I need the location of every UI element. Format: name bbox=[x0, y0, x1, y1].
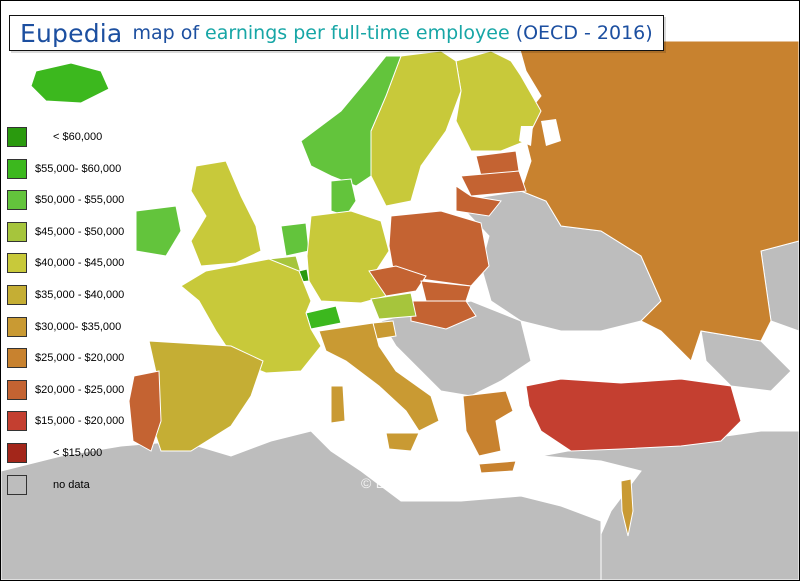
lakes bbox=[519, 119, 561, 146]
country-uk bbox=[190, 160, 262, 267]
legend-label: $25,000 - $20,000 bbox=[35, 352, 125, 365]
legend-label: $15,000 - $20,000 bbox=[35, 415, 125, 428]
legend-swatch bbox=[7, 158, 27, 179]
legend-swatch bbox=[7, 348, 27, 369]
legend-label: $20,000 - $25,000 bbox=[35, 383, 125, 396]
brand-logo[interactable]: Eupedia bbox=[20, 18, 123, 48]
legend-item: $20,000 - $25,000 bbox=[7, 379, 124, 400]
country-denmark bbox=[330, 178, 357, 217]
legend-swatch bbox=[7, 316, 27, 337]
country-czech bbox=[368, 265, 427, 297]
country-italy-sardinia bbox=[330, 385, 346, 424]
no-data-land bbox=[1, 190, 799, 580]
legend-swatch bbox=[7, 127, 27, 147]
legend-swatch bbox=[7, 253, 27, 274]
legend-swatch bbox=[7, 379, 27, 400]
country-greece-crete bbox=[478, 460, 517, 474]
legend-label: $40,000 - $45,000 bbox=[35, 257, 125, 270]
country-italy-sicily bbox=[385, 432, 420, 452]
country-ireland bbox=[135, 205, 182, 257]
country-greece bbox=[462, 390, 514, 457]
country-italy bbox=[318, 322, 440, 432]
country-france bbox=[180, 258, 322, 374]
watermark: © Eupedia.com bbox=[361, 475, 461, 491]
country-israel bbox=[620, 478, 634, 537]
legend-label: $45,000 - $50,000 bbox=[35, 225, 125, 238]
legend-label: $35,000 - $40,000 bbox=[35, 289, 125, 301]
legend-swatch bbox=[7, 443, 27, 463]
country-hungary bbox=[410, 300, 477, 330]
country-austria bbox=[370, 292, 417, 320]
country-turkey bbox=[525, 378, 742, 452]
legend-label: $30,000- $35,000 bbox=[35, 320, 122, 333]
legend-label: $50,000 - $55,000 bbox=[35, 194, 125, 207]
legend-label: < $15,000 bbox=[53, 447, 103, 459]
country-latvia bbox=[460, 170, 527, 197]
map-title: Eupedia map of earnings per full-time em… bbox=[9, 15, 664, 51]
legend-label: no data bbox=[53, 478, 90, 491]
legend-swatch bbox=[7, 474, 27, 495]
country-lithuania bbox=[455, 185, 502, 217]
legend-item: $55,000- $60,000 bbox=[7, 158, 121, 179]
country-germany bbox=[306, 210, 390, 304]
legend-label: $55,000- $60,000 bbox=[35, 162, 122, 175]
legend-item: $40,000 - $45,000 bbox=[7, 253, 124, 274]
legend-item: $45,000 - $50,000 bbox=[7, 221, 124, 242]
legend-item: no data bbox=[7, 474, 90, 495]
title-map-of: map of bbox=[132, 22, 200, 44]
countries bbox=[30, 40, 799, 537]
lake-ladoga bbox=[519, 126, 533, 146]
legend-item: $30,000- $35,000 bbox=[7, 316, 121, 337]
country-iceland bbox=[30, 62, 110, 104]
legend-swatch bbox=[7, 285, 27, 305]
legend-item: $25,000 - $20,000 bbox=[7, 348, 124, 369]
country-portugal bbox=[128, 370, 162, 452]
legend-label: < $60,000 bbox=[53, 131, 103, 143]
legend-item: $50,000 - $55,000 bbox=[7, 190, 124, 211]
legend-item: $15,000 - $20,000 bbox=[7, 411, 124, 432]
legend-item: $35,000 - $40,000 bbox=[7, 285, 124, 305]
legend-item: < $60,000 bbox=[7, 127, 102, 147]
legend-swatch bbox=[7, 221, 27, 242]
legend-item: < $15,000 bbox=[7, 443, 102, 463]
title-subject: earnings per full-time employee bbox=[205, 22, 510, 44]
legend-swatch bbox=[7, 411, 27, 432]
legend-swatch bbox=[7, 190, 27, 211]
country-netherlands bbox=[280, 222, 310, 257]
title-period: (OECD - 2016) bbox=[515, 22, 653, 44]
lake-onega bbox=[541, 119, 561, 146]
